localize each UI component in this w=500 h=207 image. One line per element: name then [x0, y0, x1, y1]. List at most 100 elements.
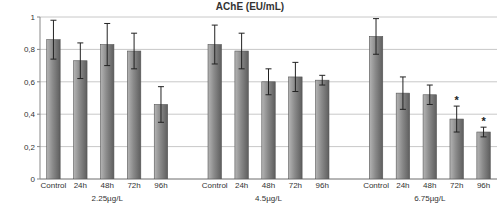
- error-cap: [373, 18, 379, 19]
- error-stem: [107, 23, 108, 65]
- error-cap: [212, 25, 218, 26]
- group-label: 2.25µg/L: [92, 194, 124, 203]
- category-label: 24h: [235, 181, 248, 190]
- error-stem: [268, 69, 269, 95]
- error-bar: [481, 127, 487, 137]
- chart: AChE (EU/mL) 0 0,2 0,4 0,6 0,8 1 Control 24h 48h 7…: [0, 0, 500, 207]
- significance-mark: *: [455, 94, 460, 106]
- tick-label: 0: [31, 175, 36, 184]
- error-bar: [427, 85, 433, 104]
- error-cap: [77, 42, 83, 43]
- category-label: 72h: [127, 181, 140, 190]
- error-cap: [427, 104, 433, 105]
- error-stem: [295, 62, 296, 91]
- bar: [477, 132, 490, 179]
- error-cap: [266, 68, 272, 69]
- error-bar: [50, 20, 56, 59]
- error-cap: [373, 54, 379, 55]
- error-cap: [400, 76, 406, 77]
- category-label: 96h: [477, 181, 490, 190]
- error-cap: [427, 85, 433, 86]
- error-cap: [239, 68, 245, 69]
- error-stem: [456, 106, 457, 132]
- category-label: 96h: [316, 181, 329, 190]
- error-cap: [50, 20, 56, 21]
- category-label: 72h: [289, 181, 302, 190]
- bar: [74, 61, 87, 179]
- tick-label: 1: [31, 13, 36, 22]
- plot-area: [47, 19, 491, 179]
- error-cap: [400, 109, 406, 110]
- category-label: Control: [363, 181, 389, 190]
- error-bar: [158, 87, 164, 123]
- bar: [208, 45, 221, 179]
- error-cap: [77, 78, 83, 79]
- error-cap: [481, 136, 487, 137]
- tick-label: 0,4: [24, 110, 36, 119]
- error-cap: [292, 62, 298, 63]
- error-bar: [131, 33, 137, 69]
- bar: [235, 51, 248, 179]
- group-label: 4.5µg/L: [255, 194, 282, 203]
- error-cap: [212, 63, 218, 64]
- error-cap: [454, 132, 460, 133]
- error-stem: [214, 25, 215, 64]
- error-stem: [376, 19, 377, 55]
- error-bar: [292, 62, 298, 91]
- error-cap: [319, 85, 325, 86]
- tick-label: 0,6: [24, 78, 36, 87]
- error-bar: [454, 106, 460, 132]
- error-cap: [158, 122, 164, 123]
- error-stem: [429, 85, 430, 104]
- error-stem: [160, 87, 161, 123]
- title: AChE (EU/mL): [216, 1, 284, 12]
- error-cap: [131, 33, 137, 34]
- error-stem: [402, 77, 403, 109]
- bar: [47, 40, 60, 179]
- bar: [423, 95, 436, 179]
- error-bar: [319, 75, 325, 85]
- grid-line: [40, 17, 497, 18]
- error-stem: [134, 33, 135, 69]
- error-cap: [319, 75, 325, 76]
- error-stem: [53, 20, 54, 59]
- error-cap: [266, 94, 272, 95]
- error-bar: [239, 33, 245, 69]
- bar: [127, 51, 140, 179]
- tick-label: 0,2: [24, 143, 36, 152]
- error-cap: [158, 86, 164, 87]
- error-cap: [50, 59, 56, 60]
- category-label: Control: [202, 181, 228, 190]
- category-label: 96h: [154, 181, 167, 190]
- y-axis: [40, 17, 41, 179]
- error-bar: [400, 77, 406, 109]
- significance-mark: *: [481, 115, 486, 127]
- error-cap: [104, 65, 110, 66]
- error-cap: [292, 91, 298, 92]
- group-label: 6.75µg/L: [414, 194, 446, 203]
- category-label: 72h: [450, 181, 463, 190]
- bar: [369, 36, 382, 179]
- error-cap: [104, 23, 110, 24]
- category-label: Control: [41, 181, 67, 190]
- error-cap: [239, 33, 245, 34]
- category-label: 24h: [74, 181, 87, 190]
- error-stem: [241, 33, 242, 69]
- bar: [316, 80, 329, 179]
- error-stem: [483, 127, 484, 137]
- bar: [289, 77, 302, 179]
- category-label: 48h: [262, 181, 275, 190]
- error-bar: [104, 23, 110, 65]
- error-bar: [212, 25, 218, 64]
- error-stem: [322, 75, 323, 85]
- error-stem: [80, 43, 81, 79]
- tick-label: 0,8: [24, 45, 36, 54]
- error-bar: [77, 43, 83, 79]
- category-label: 24h: [396, 181, 409, 190]
- error-bar: [266, 69, 272, 95]
- bar: [262, 82, 275, 179]
- error-cap: [131, 68, 137, 69]
- error-bar: [373, 19, 379, 55]
- category-label: 48h: [101, 181, 114, 190]
- category-label: 48h: [423, 181, 436, 190]
